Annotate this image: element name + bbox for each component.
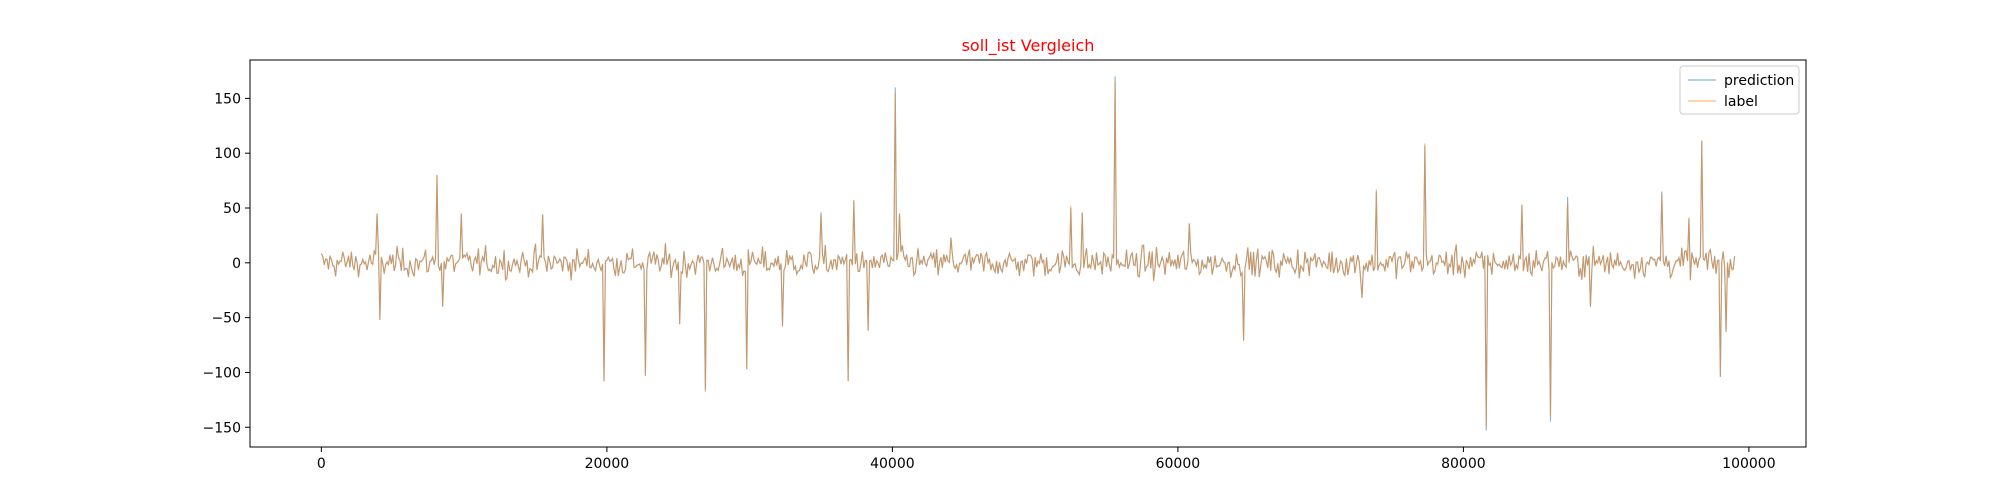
x-tick-label: 80000 — [1441, 456, 1486, 472]
y-tick-label: −100 — [203, 365, 241, 381]
x-tick-label: 60000 — [1156, 456, 1201, 472]
y-tick-label: 150 — [214, 91, 241, 107]
y-tick-label: −150 — [203, 420, 241, 436]
y-tick-label: 0 — [232, 256, 241, 272]
y-axis: −150 −100 −50 0 50 100 150 — [203, 91, 250, 436]
y-tick-label: −50 — [211, 311, 241, 327]
x-tick-label: 40000 — [870, 456, 915, 472]
x-axis: 0 20000 40000 60000 80000 100000 — [317, 447, 1776, 472]
y-tick-label: 100 — [214, 146, 241, 162]
chart-title: soll_ist Vergleich — [962, 36, 1095, 56]
x-tick-label: 20000 — [585, 456, 630, 472]
plot-frame — [249, 59, 1807, 448]
legend-label-label: label — [1724, 94, 1758, 110]
legend-box — [1679, 65, 1800, 115]
series-group — [320, 76, 1736, 431]
legend: prediction label — [1679, 65, 1800, 115]
series-line-label — [320, 81, 1736, 428]
y-tick-label: 50 — [223, 201, 241, 217]
x-tick-label: 100000 — [1722, 456, 1775, 472]
legend-label-prediction: prediction — [1724, 73, 1794, 89]
x-tick-label: 0 — [317, 456, 326, 472]
